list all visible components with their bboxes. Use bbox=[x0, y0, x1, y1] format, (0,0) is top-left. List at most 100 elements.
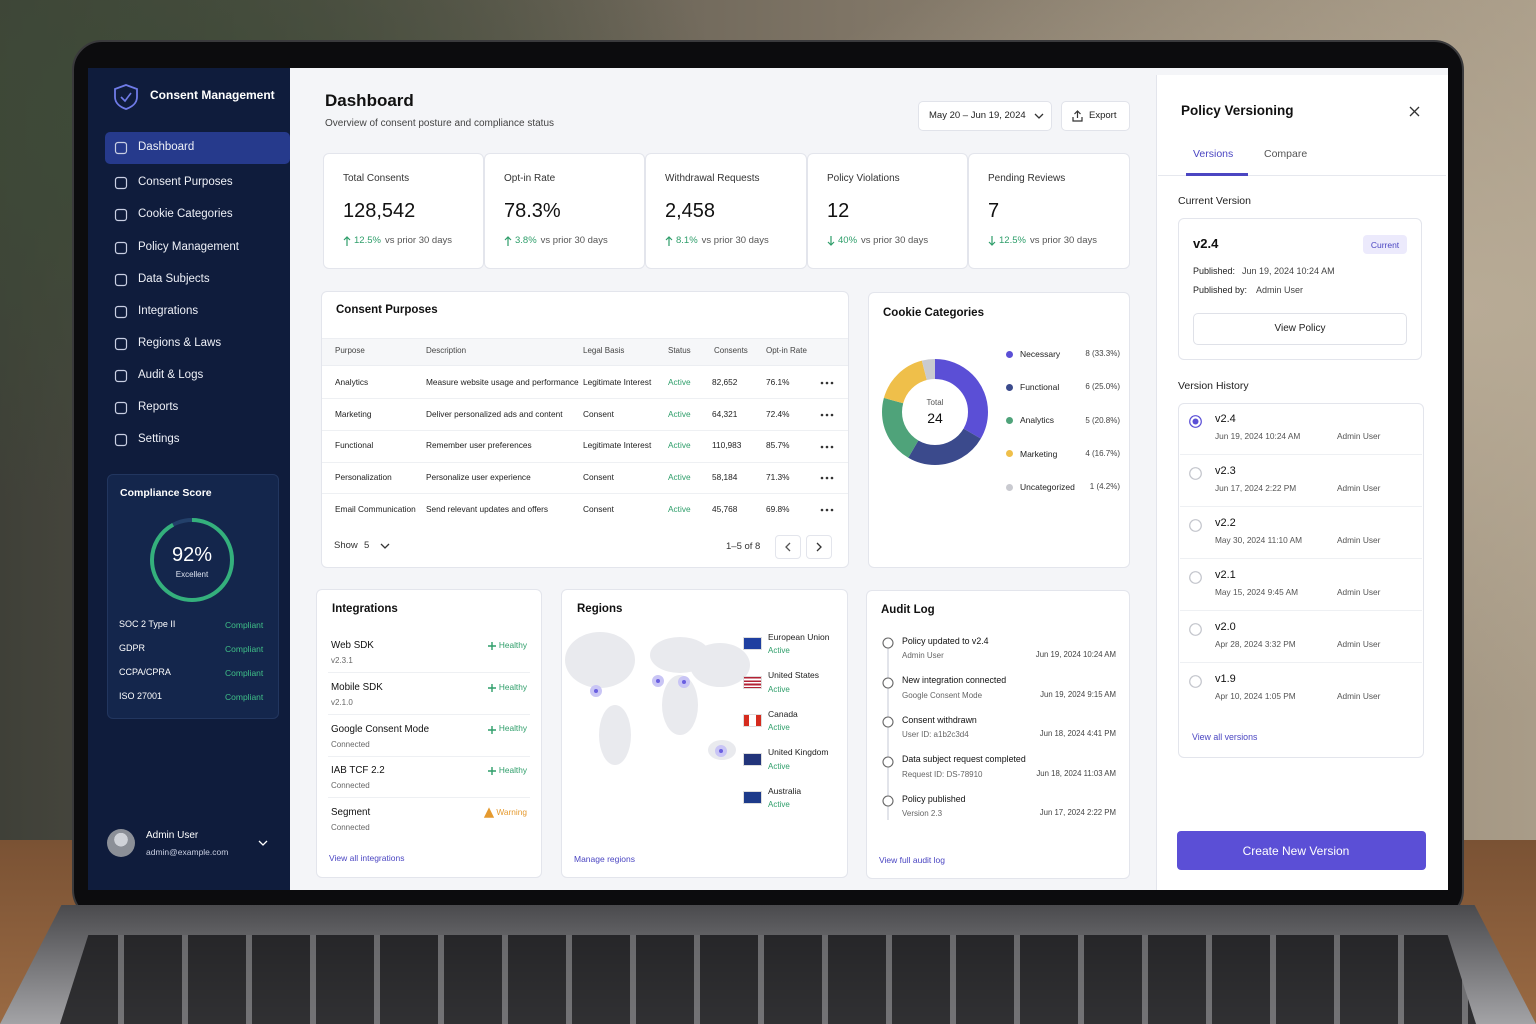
kpi-note: vs prior 30 days bbox=[384, 235, 452, 247]
audit-sub: Request ID: DS-78910 bbox=[902, 769, 983, 779]
published-date: Jun 19, 2024 10:24 AM bbox=[1242, 266, 1335, 277]
card-title: Cookie Categories bbox=[883, 306, 984, 319]
nav-item[interactable]: Consent Purposes bbox=[138, 175, 233, 188]
integration-status: Warning bbox=[496, 807, 527, 818]
score-ring bbox=[150, 518, 234, 602]
legend-name: Analytics bbox=[1020, 415, 1055, 426]
legend-name: Necessary bbox=[1020, 348, 1061, 359]
kpi-card bbox=[645, 153, 807, 269]
integration-name: Web SDK bbox=[331, 639, 374, 651]
kpi-arrow bbox=[988, 236, 996, 246]
status-icon bbox=[488, 642, 496, 650]
cookie-categories-card bbox=[868, 292, 1130, 568]
icon-shape bbox=[114, 401, 128, 415]
legend-value: 1 (4.2%) bbox=[1089, 482, 1120, 492]
compliance-card bbox=[107, 474, 279, 719]
chevron-shape bbox=[1034, 113, 1044, 119]
table-cell: Consent bbox=[583, 504, 614, 515]
column-header: Opt-in Rate bbox=[766, 346, 807, 356]
nav-item[interactable]: Cookie Categories bbox=[138, 207, 233, 220]
tab[interactable]: Compare bbox=[1264, 148, 1308, 161]
audit-title: Data subject request completed bbox=[902, 754, 1026, 765]
table-cell: 85.7% bbox=[766, 440, 790, 451]
version-date: May 15, 2024 9:45 AM bbox=[1215, 586, 1299, 597]
row-divider bbox=[328, 672, 530, 673]
published-by-label: Published by: bbox=[1193, 285, 1248, 296]
column-header: Description bbox=[426, 346, 467, 356]
menu-dot bbox=[820, 445, 824, 448]
brand-logo bbox=[114, 84, 138, 110]
tab[interactable]: Versions bbox=[1193, 148, 1234, 161]
nav-item[interactable]: Settings bbox=[138, 432, 180, 445]
version-number: v2.4 bbox=[1215, 413, 1236, 426]
user-email: admin@example.com bbox=[146, 846, 229, 857]
table-cell: Remember user preferences bbox=[426, 440, 532, 451]
consent-purposes-card bbox=[321, 291, 849, 568]
status-icon bbox=[483, 807, 495, 818]
icon bbox=[114, 208, 128, 222]
integration-status: Healthy bbox=[498, 723, 527, 734]
page-size[interactable]: 5 bbox=[364, 540, 370, 552]
create-version-button[interactable] bbox=[1177, 831, 1426, 870]
date-range-button[interactable] bbox=[918, 101, 1052, 131]
view-policy-button[interactable] bbox=[1193, 313, 1407, 345]
nav-item[interactable]: Policy Management bbox=[138, 240, 239, 253]
kpi-change: 8.1% bbox=[676, 235, 698, 247]
next-page[interactable] bbox=[806, 535, 832, 559]
region-name: Canada bbox=[768, 708, 798, 719]
table-cell: Active bbox=[668, 376, 691, 387]
kpi-arrow bbox=[827, 236, 835, 246]
nav-item[interactable]: Data Subjects bbox=[138, 272, 210, 285]
menu-dot bbox=[830, 381, 834, 385]
icon bbox=[114, 433, 128, 447]
donut-segment bbox=[882, 359, 988, 465]
prev-page[interactable] bbox=[775, 535, 801, 559]
integrations-card bbox=[316, 589, 542, 878]
kpi-value: 128,542 bbox=[343, 199, 416, 222]
avatar bbox=[107, 829, 135, 857]
table-cell: Send relevant updates and offers bbox=[426, 504, 549, 515]
table-cell: 82,652 bbox=[712, 376, 738, 387]
link[interactable]: View all versions bbox=[1192, 731, 1258, 742]
table-cell: 69.8% bbox=[766, 504, 790, 515]
row-menu bbox=[820, 413, 834, 417]
export-button[interactable] bbox=[1061, 101, 1130, 131]
legend-dot-shape bbox=[1006, 417, 1013, 425]
timeline-icon bbox=[882, 795, 894, 807]
nav-item[interactable]: Regions & Laws bbox=[138, 336, 222, 349]
audit-title: Consent withdrawn bbox=[902, 714, 977, 725]
keyboard bbox=[60, 935, 1476, 1024]
page-subtitle: Overview of consent posture and complian… bbox=[325, 117, 555, 129]
row-menu bbox=[820, 477, 834, 480]
export-label: Export bbox=[1089, 110, 1117, 122]
table-cell: Active bbox=[668, 408, 691, 419]
kpi-note: vs prior 30 days bbox=[861, 235, 929, 247]
published-label: Published: bbox=[1193, 266, 1236, 277]
menu-dot bbox=[825, 508, 829, 512]
table-cell: Consent bbox=[583, 408, 614, 419]
region-status: Active bbox=[768, 684, 790, 694]
row-divider bbox=[328, 797, 530, 799]
integration-sub: Connected bbox=[331, 781, 370, 791]
row-divider bbox=[322, 429, 848, 431]
kpi-card bbox=[968, 153, 1130, 269]
link[interactable]: Manage regions bbox=[574, 853, 635, 864]
nav-item[interactable]: Reports bbox=[138, 400, 179, 413]
audit-title: New integration connected bbox=[902, 675, 1007, 686]
nav-item[interactable]: Dashboard bbox=[138, 140, 195, 153]
nav-item[interactable]: Audit & Logs bbox=[138, 368, 204, 381]
flag bbox=[743, 675, 762, 689]
legend-dot bbox=[1006, 450, 1013, 458]
integration-sub: v2.3.1 bbox=[331, 656, 353, 666]
table-cell: 45,768 bbox=[712, 504, 738, 515]
page-title: Dashboard bbox=[325, 91, 414, 111]
link[interactable]: View full audit log bbox=[879, 854, 945, 865]
legend-dot bbox=[1006, 350, 1013, 358]
radio-ring bbox=[1189, 519, 1202, 532]
nav-item[interactable]: Integrations bbox=[138, 304, 199, 317]
kpi-card bbox=[323, 153, 484, 269]
link[interactable]: View all integrations bbox=[329, 852, 405, 863]
audit-log-card bbox=[866, 590, 1130, 879]
icon-shape bbox=[114, 141, 128, 155]
status-icon bbox=[488, 725, 496, 734]
